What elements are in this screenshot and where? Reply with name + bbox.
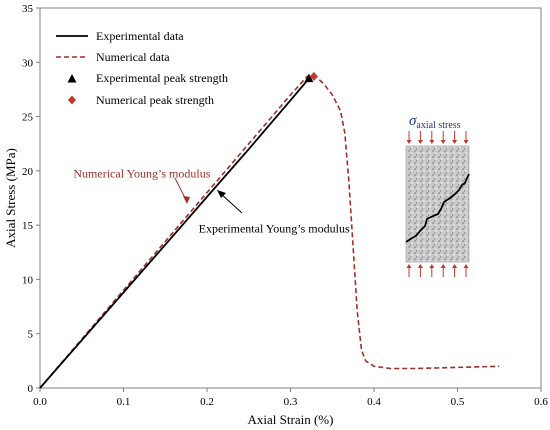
experimental-youngs-modulus-arrow xyxy=(219,192,243,214)
y-tick-label: 20 xyxy=(22,166,34,178)
experimental-youngs-modulus-label: Experimental Young’s modulus xyxy=(199,222,350,236)
numerical-peak-marker xyxy=(309,71,318,81)
y-tick-label: 0 xyxy=(28,383,34,395)
top-load-arrowhead xyxy=(406,140,412,144)
bottom-load-arrowhead xyxy=(452,264,458,268)
rock-specimen xyxy=(405,145,470,263)
x-axis-title: Axial Strain (%) xyxy=(248,412,334,427)
numerical-youngs-modulus-label: Numerical Young’s modulus xyxy=(73,166,210,180)
top-load-arrowhead xyxy=(417,140,423,144)
x-tick-label: 0.3 xyxy=(284,396,298,408)
x-tick-label: 0.6 xyxy=(534,396,548,408)
experimental-peak-marker xyxy=(304,73,314,83)
legend-label: Numerical peak strength xyxy=(96,93,214,107)
y-tick-label: 35 xyxy=(22,3,34,15)
legend-swatch-numerical-peak xyxy=(68,95,76,105)
x-tick-label: 0.2 xyxy=(200,396,214,408)
specimen-crack xyxy=(405,173,470,243)
axial-stress-label: σaxial stress xyxy=(409,113,461,131)
y-tick-label: 5 xyxy=(28,329,34,341)
top-load-arrowhead xyxy=(463,140,469,144)
bottom-load-arrowhead xyxy=(406,264,412,268)
bottom-load-arrowhead xyxy=(463,264,469,268)
x-tick-label: 0.0 xyxy=(33,396,47,408)
y-axis-title: Axial Stress (MPa) xyxy=(3,148,18,248)
legend-label: Numerical data xyxy=(96,50,170,64)
top-load-arrowhead xyxy=(429,140,435,144)
experimental-youngs-modulus-arrowhead xyxy=(217,190,226,198)
y-tick-label: 10 xyxy=(22,274,34,286)
x-tick-label: 0.4 xyxy=(367,396,381,408)
axial-stress-subscript: axial stress xyxy=(416,120,460,131)
sigma-symbol: σ xyxy=(409,113,417,129)
y-tick-label: 15 xyxy=(22,220,34,232)
x-tick-label: 0.1 xyxy=(117,396,131,408)
experimental-data-line xyxy=(39,78,310,389)
legend-label: Experimental data xyxy=(96,29,184,43)
bottom-load-arrowhead xyxy=(440,264,446,268)
bottom-load-arrowhead xyxy=(417,264,423,268)
top-load-arrowhead xyxy=(452,140,458,144)
x-tick-label: 0.5 xyxy=(451,396,465,408)
legend-label: Experimental peak strength xyxy=(96,71,228,85)
y-tick-label: 25 xyxy=(22,112,34,124)
bottom-load-arrowhead xyxy=(429,264,435,268)
y-tick-label: 30 xyxy=(22,57,34,69)
numerical-youngs-modulus-arrowhead xyxy=(183,196,190,204)
top-load-arrowhead xyxy=(440,140,446,144)
numerical-data-line xyxy=(39,75,500,389)
legend-swatch-experimental-peak xyxy=(67,74,77,83)
